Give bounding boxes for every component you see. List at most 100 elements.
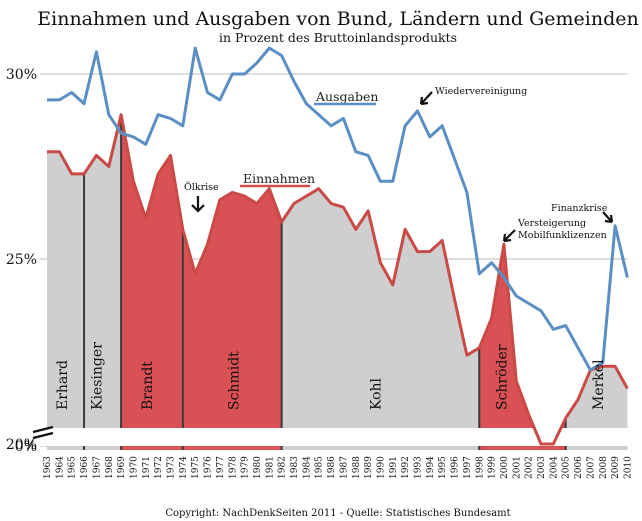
- era-area-kohl: [281, 188, 480, 428]
- axis-break-mark: [32, 425, 54, 440]
- x-tick-label: 1992: [401, 456, 411, 479]
- era-area-schmidt: [182, 188, 282, 428]
- y-tick-label: 20%: [6, 437, 37, 453]
- x-tick-label: 1972: [154, 456, 164, 479]
- x-tick-label: 2006: [574, 456, 584, 479]
- x-tick-label: 1989: [364, 456, 374, 479]
- x-tick-label: 1994: [426, 456, 436, 479]
- label-ausgaben: Ausgaben: [314, 89, 378, 106]
- era-label-kohl: Kohl: [368, 377, 384, 410]
- x-tick-label: 1999: [488, 456, 498, 479]
- era-labels: Erhard Kiesinger Brandt Schmidt Kohl Schröder…: [55, 342, 607, 410]
- annotation-finanzkrise: Finanzkrise: [551, 203, 614, 224]
- x-tick-label: 1966: [80, 456, 90, 479]
- x-tick-label: 1981: [265, 456, 275, 479]
- x-tick-label: 1978: [228, 456, 238, 479]
- label-einnahmen: Einnahmen: [240, 171, 315, 188]
- y-axis-ticks: 30% 25% 20%0%: [6, 67, 37, 455]
- era-band-brandt: [121, 446, 183, 450]
- x-tick-label: 1988: [352, 456, 362, 479]
- x-tick-label: 1996: [451, 456, 461, 479]
- x-tick-label: 1977: [216, 456, 226, 479]
- break-band: [0, 428, 634, 446]
- x-tick-label: 1995: [438, 456, 448, 479]
- series-ausgaben-line: [47, 46, 629, 372]
- x-tick-label: 1998: [475, 456, 485, 479]
- x-tick-label: 1975: [191, 456, 201, 479]
- x-tick-label: 2003: [537, 456, 547, 479]
- annotation-mobilfunk-text-1: Versteigerung: [517, 218, 586, 229]
- era-band-kohl: [281, 446, 480, 450]
- x-tick-label: 1993: [414, 456, 424, 479]
- era-band-kiesinger: [84, 446, 122, 450]
- x-tick-label: 1983: [290, 456, 300, 479]
- arrow-icon: [191, 196, 205, 213]
- annotation-oelkrise-text: Ölkrise: [184, 181, 219, 193]
- annotation-mobilfunk: Versteigerung Mobilfunklizenzen: [502, 218, 607, 243]
- annotation-finanzkrise-text: Finanzkrise: [551, 203, 608, 214]
- era-label-kiesinger: Kiesinger: [89, 342, 105, 410]
- arrow-icon: [602, 211, 614, 224]
- x-tick-label: 1984: [302, 456, 312, 479]
- x-tick-label: 1979: [241, 456, 251, 479]
- x-tick-label: 2004: [549, 456, 559, 479]
- x-tick-label: 2009: [611, 456, 621, 479]
- label-einnahmen-text: Einnahmen: [243, 171, 315, 186]
- x-axis-ticks: 1963 1964 1965 1966 1967 1968 1969 1970 1971 1972…: [43, 456, 633, 479]
- y-tick-label: 25%: [6, 252, 37, 268]
- arrow-icon: [502, 229, 516, 243]
- x-tick-label: 1986: [327, 456, 337, 479]
- x-tick-label: 1987: [339, 456, 349, 479]
- era-area-schröder: [479, 244, 566, 444]
- annotation-wiedervereinigung-text: Wiedervereinigung: [435, 86, 527, 97]
- x-tick-label: 2010: [623, 456, 633, 479]
- label-ausgaben-text: Ausgaben: [315, 89, 378, 104]
- series-einnahmen-line: [47, 113, 629, 446]
- x-tick-label: 1969: [117, 456, 127, 479]
- x-tick-label: 1973: [167, 456, 177, 479]
- x-tick-label: 2001: [512, 456, 522, 479]
- x-tick-label: 1985: [315, 456, 325, 479]
- era-label-brandt: Brandt: [140, 361, 156, 410]
- era-areas: [0, 114, 634, 450]
- y-tick-label: 0%: [15, 439, 37, 455]
- x-tick-label: 1968: [105, 456, 115, 479]
- x-tick-label: 2005: [562, 456, 572, 479]
- x-tick-label: 1974: [179, 456, 189, 479]
- era-label-schmidt: Schmidt: [226, 351, 242, 410]
- x-tick-label: 2000: [500, 456, 510, 479]
- era-band-schröder: [479, 446, 566, 450]
- x-tick-label: 1997: [463, 456, 473, 479]
- x-tick-label: 2008: [599, 456, 609, 479]
- y-tick-label: 30%: [6, 67, 37, 83]
- x-tick-label: 1991: [389, 456, 399, 479]
- era-area-kiesinger: [84, 114, 122, 428]
- axis-break: [32, 425, 54, 440]
- era-area-erhard: [47, 151, 85, 428]
- series-lines: [47, 46, 629, 446]
- era-label-erhard: Erhard: [55, 360, 71, 410]
- chart-title: Einnahmen und Ausgaben von Bund, Ländern…: [37, 8, 638, 30]
- x-tick-label: 1980: [253, 456, 263, 479]
- era-label-merkel: Merkel: [591, 359, 607, 410]
- x-tick-label: 2007: [586, 456, 596, 479]
- x-tick-label: 1971: [142, 456, 152, 479]
- x-tick-label: 1970: [129, 456, 139, 479]
- chart-subtitle: in Prozent des Bruttoinlandsprodukts: [219, 30, 457, 45]
- annotation-oelkrise: Ölkrise: [184, 181, 219, 213]
- x-tick-label: 1990: [376, 456, 386, 479]
- x-tick-label: 1964: [55, 456, 65, 479]
- x-tick-label: 1965: [68, 456, 78, 479]
- x-tick-label: 1976: [204, 456, 214, 479]
- era-band-schmidt: [182, 446, 282, 450]
- x-tick-label: 1963: [43, 456, 53, 479]
- x-tick-label: 1982: [278, 456, 288, 479]
- annotation-mobilfunk-text-2: Mobilfunklizenzen: [518, 230, 607, 241]
- era-area-merkel: [565, 366, 628, 428]
- era-label-schröder: Schröder: [494, 344, 510, 410]
- annotation-wiedervereinigung: Wiedervereinigung: [419, 86, 527, 106]
- era-dividers: [83, 114, 567, 450]
- arrow-icon: [419, 91, 433, 106]
- era-band-erhard: [47, 446, 85, 450]
